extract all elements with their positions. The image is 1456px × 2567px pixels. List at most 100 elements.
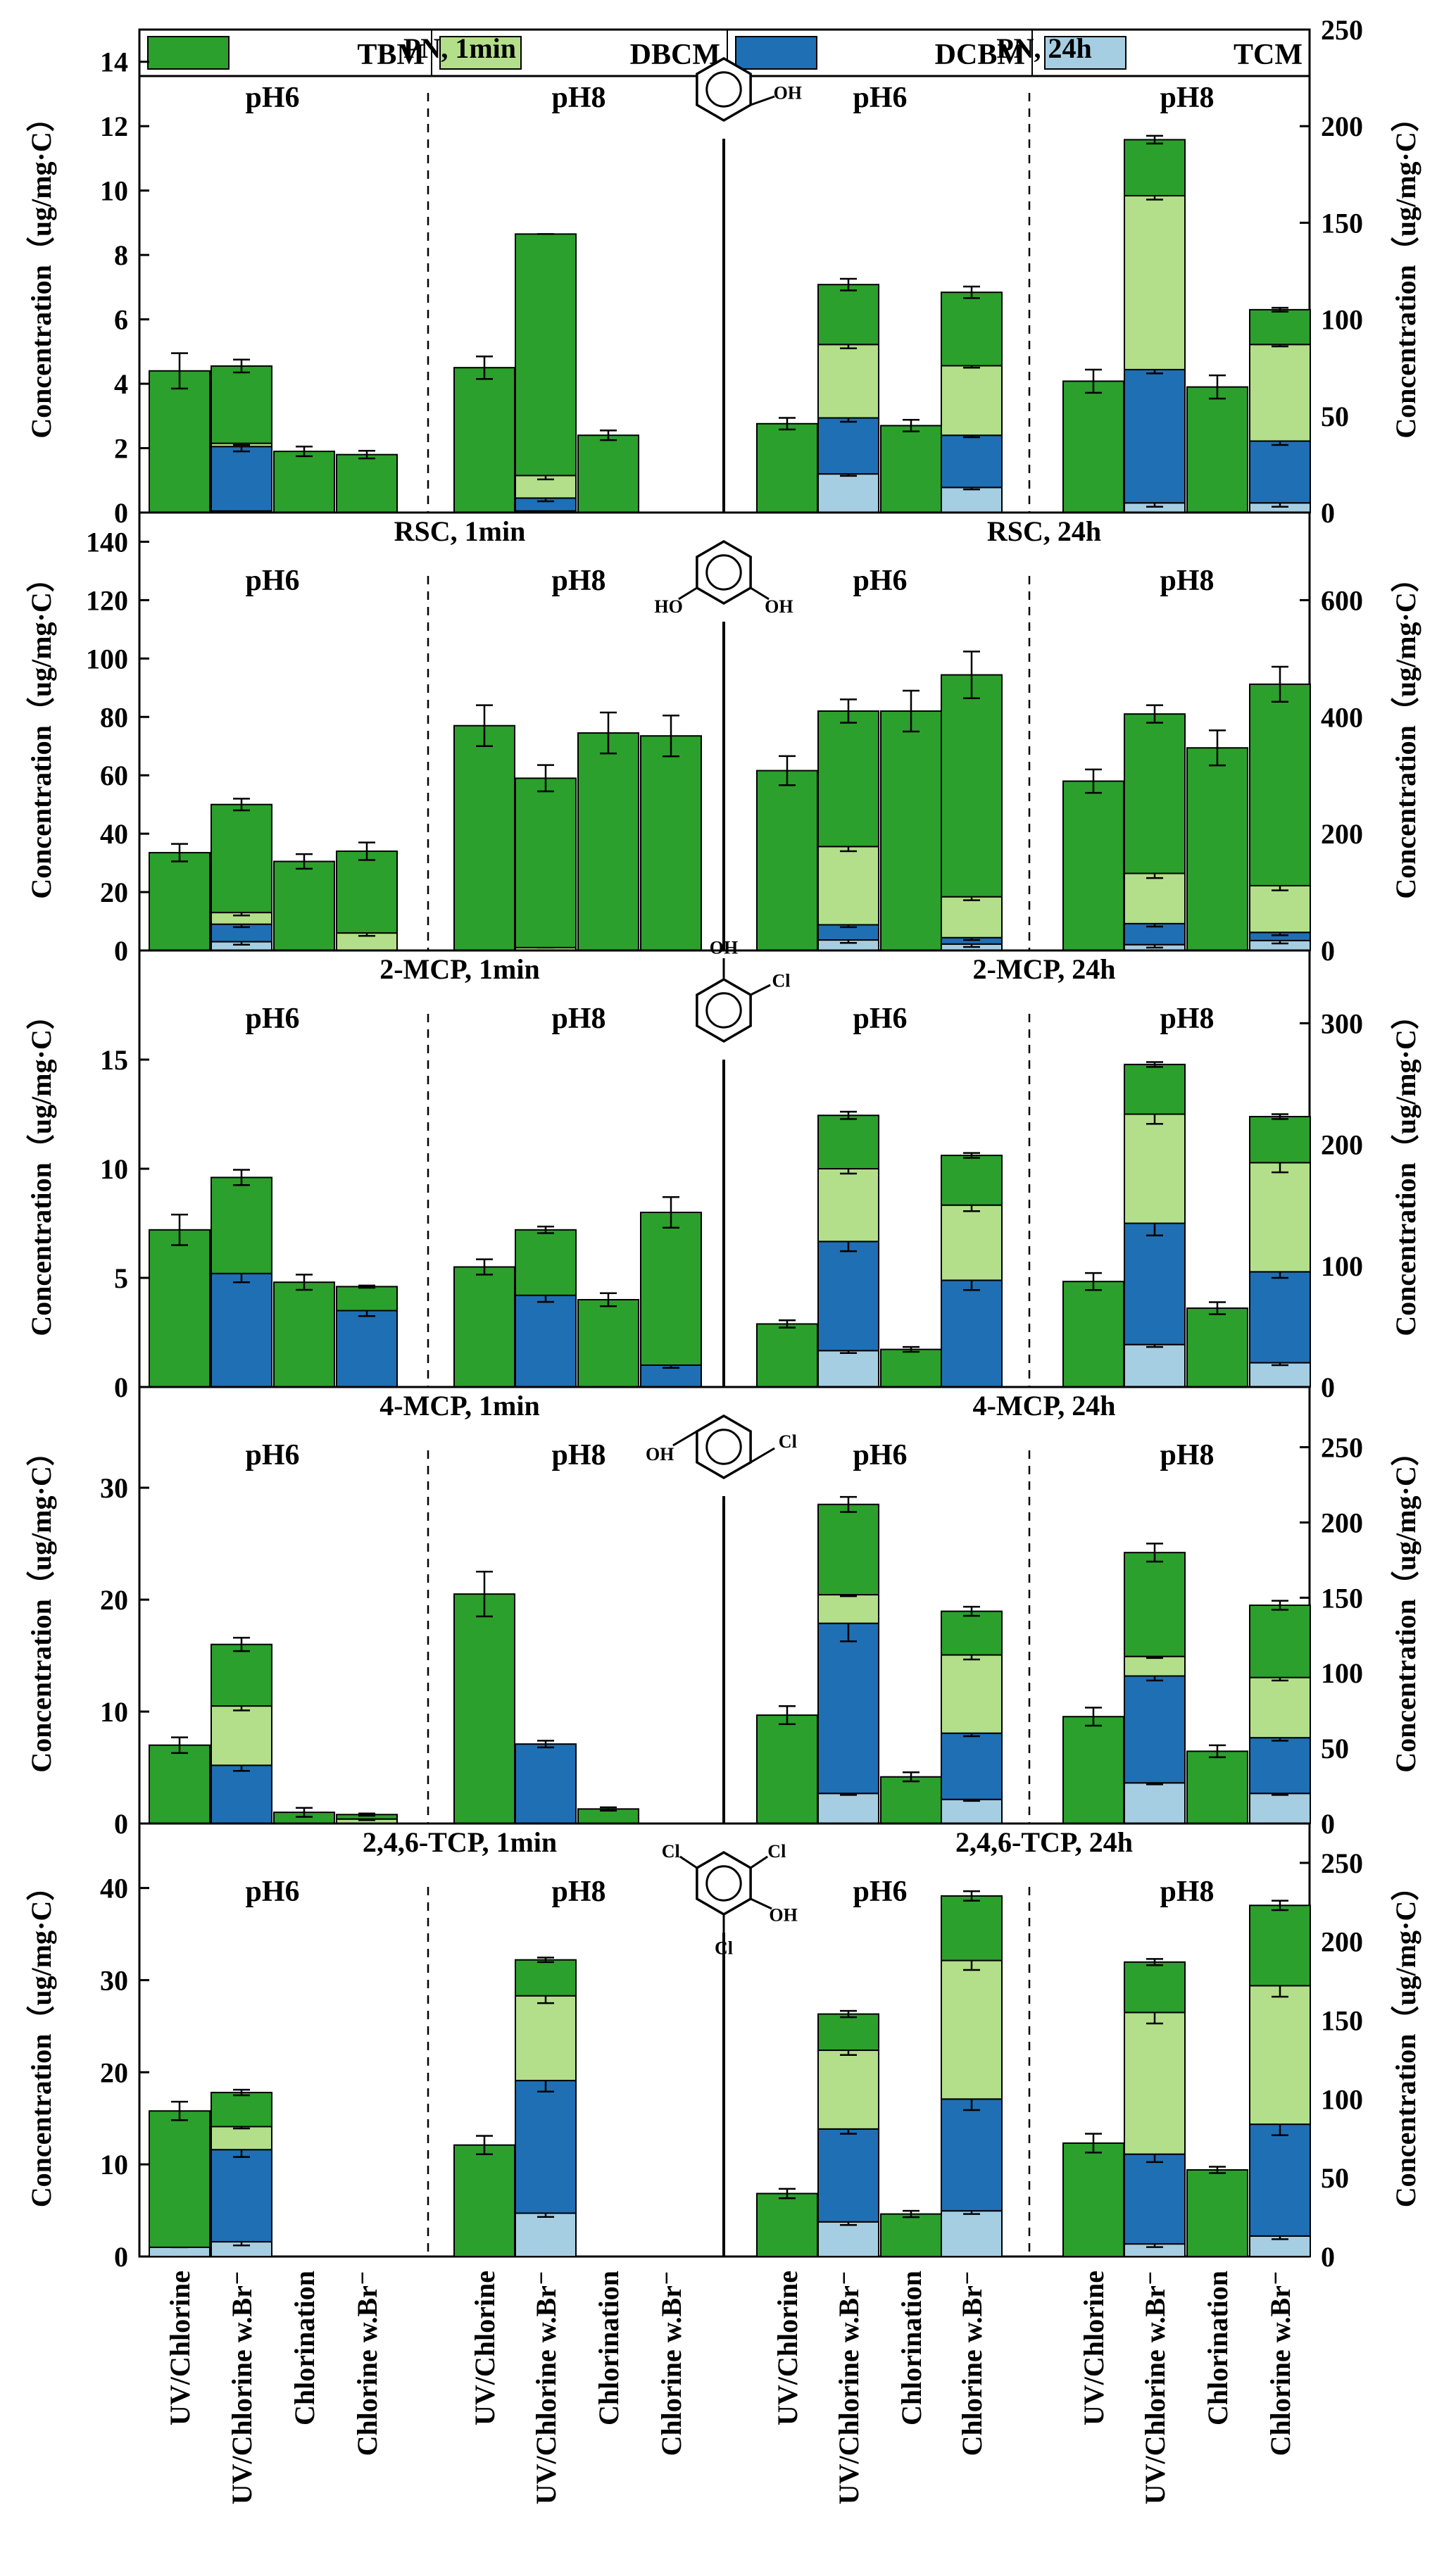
bar-segment-tbm [1249,1904,1311,1987]
panel-2-4-6-tcp: 0 10 20 30 40 0 50 100 150 200 250 Concentration（ug… [25,1822,1422,2273]
ph-label: pH8 [1160,1003,1214,1035]
bar-segment-tbm [1124,713,1186,874]
x-category-label: Chlorination [1202,2271,1234,2425]
bar-segment-tbm [756,422,818,513]
bar-segment-tcm [149,2246,211,2257]
bar-segment-tbm [817,2013,879,2052]
bar-segment-tbm [941,1610,1003,1656]
right-y-axis-label: Concentration（ug/mg·C） [1390,103,1422,439]
right-tick-label: 200 [1321,1129,1363,1161]
bar-segment-tbm [1062,780,1124,951]
bar-segment-dbcm [817,1594,879,1624]
bar-segment-tbm [1249,1115,1311,1164]
left-tick-label: 2 [114,433,128,465]
bar-segment-dcbm [941,434,1003,489]
bond [750,95,775,106]
bar-segment-dcbm [211,1272,272,1388]
bar-segment-tbm [1249,308,1311,346]
right-tick-label: 100 [1321,304,1363,336]
bar-segment-dcbm [1249,1271,1311,1364]
bar-segment-tbm [577,732,639,952]
bar-segment-tbm [1249,683,1311,886]
left-tick-label: 15 [100,1044,128,1076]
panel-rsc: 0 20 40 60 80 100 120 140 0 200 400 600 Concentratio… [25,511,1422,967]
bar-segment-tcm [515,2212,577,2257]
benzene-ring [696,1414,752,1480]
bar-segment-tbm [273,451,335,514]
right-tick-label: 50 [1321,1733,1349,1764]
left-tick-label: 0 [114,1372,128,1403]
bar-segment-tbm [515,233,577,477]
bar-segment-dbcm [941,1204,1003,1281]
panel-title-left: 2,4,6-TCP, 1min [363,1826,557,1858]
hydroxyl-label: OH [710,938,738,958]
bar-segment-tcm [1124,1343,1186,1388]
bar-segment-tbm [1062,1716,1124,1824]
bar-segment-dcbm [817,1241,879,1352]
bar-segment-tbm [1186,1750,1248,1825]
bar-segment-dcbm [336,1310,398,1388]
benzene-ring [696,1850,752,1916]
legend-label-dcbm: DCBM [935,39,1025,71]
left-y-axis-label: Concentration（ug/mg·C） [25,1873,57,2208]
bar-segment-dcbm [1249,2123,1311,2237]
right-tick-label: 100 [1321,1250,1363,1282]
bar-segment-tbm [756,2192,818,2257]
right-tick-label: 250 [1321,14,1363,46]
bar-segment-dcbm [211,446,272,512]
bar-segment-dcbm [1249,1737,1311,1795]
bar-segment-dcbm [1124,1222,1186,1345]
ph-label: pH8 [551,1003,605,1035]
bar-segment-tbm [1062,380,1124,514]
chloro-label: Cl [767,1841,786,1862]
panel-title-right: 4-MCP, 24h [973,1390,1116,1421]
right-tick-label: 0 [1321,935,1335,967]
x-category-label: UV/Chlorine [772,2271,803,2425]
x-category-label: UV/Chlorine [469,2271,501,2425]
bar-segment-tbm [211,803,272,914]
aromatic-circle [705,1865,742,1902]
bar-segment-tbm [1186,747,1248,951]
bar-segment-tbm [149,852,211,951]
ph-label: pH8 [1160,1439,1214,1471]
hydroxyl-label: OH [646,1444,674,1464]
hydroxyl-label: OH [765,596,793,617]
legend-label-dbcm: DBCM [630,39,720,71]
bar-segment-tbm [149,1229,211,1388]
bar-segment-tbm [577,1299,639,1388]
bar-segment-tcm [941,1798,1003,1825]
right-tick-label: 0 [1321,1372,1335,1403]
bar-segment-tbm [1124,1961,1186,2014]
right-tick-label: 600 [1321,584,1363,616]
left-tick-label: 0 [114,2241,128,2273]
bar-segment-tbm [149,1744,211,1825]
ph-label: pH6 [853,1439,907,1471]
legend-label-tcm: TCM [1234,39,1303,71]
x-category-label: UV/Chlorine [164,2271,196,2425]
right-tick-label: 0 [1321,497,1335,529]
x-category-label: Chlorine w.Br⁻ [1264,2271,1296,2456]
right-tick-label: 50 [1321,2162,1349,2194]
panel-title-right: PN, 24h [996,32,1092,64]
ph-label: pH6 [853,1003,907,1035]
ph-label: pH6 [853,82,907,114]
bar-segment-dbcm [1249,1162,1311,1273]
bond [679,1855,698,1869]
right-tick-label: 150 [1321,1582,1363,1614]
bar-segment-tbm [1249,1605,1311,1678]
ph-label: pH8 [551,82,605,114]
hydroxyl-label: OH [774,82,802,103]
bar-segment-tbm [149,370,211,513]
ph-label: pH6 [853,1876,907,1908]
bar-segment-tcm [1124,1782,1186,1825]
right-y-axis-label: Concentration（ug/mg·C） [1390,564,1422,899]
bar-segment-dcbm [515,1294,577,1388]
bar-segment-tbm [1062,1281,1124,1388]
left-tick-label: 0 [114,497,128,529]
bar-segment-tcm [817,473,879,513]
bar-segment-tbm [880,2213,942,2257]
bar-segment-dcbm [941,1732,1003,1800]
chloro-label: Cl [772,970,791,991]
left-tick-label: 8 [114,239,128,271]
bar-segment-tbm [273,1281,335,1388]
